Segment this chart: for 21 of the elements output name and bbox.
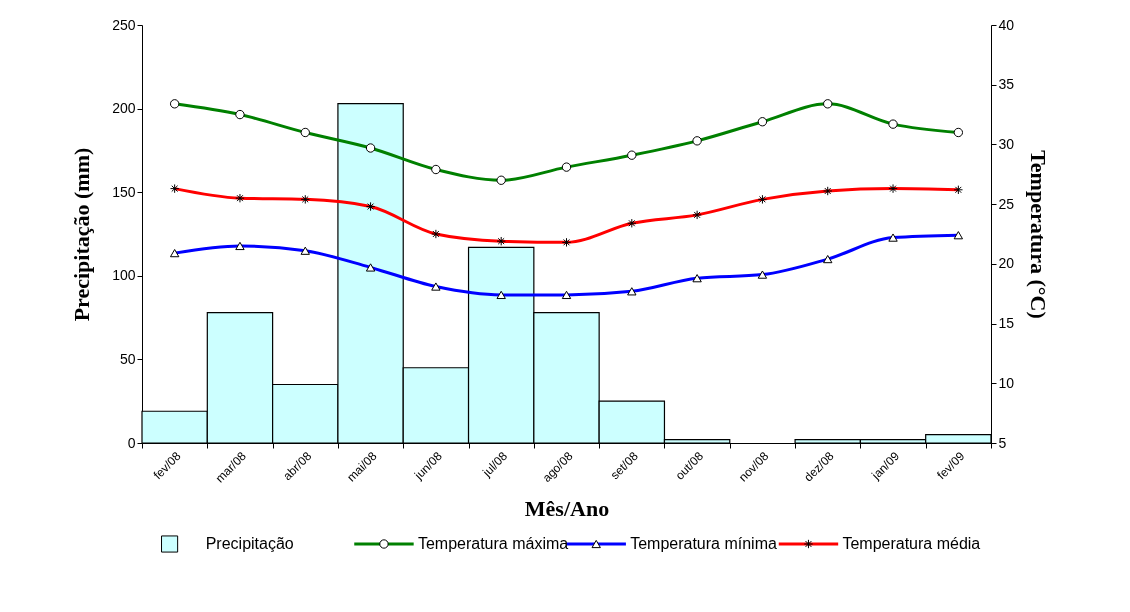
x-axis-title: Mês/Ano (524, 495, 610, 521)
y2-tick-label: 30 (998, 135, 1015, 152)
y2-tick-label: 20 (998, 255, 1015, 272)
y2-tick-label: 10 (998, 374, 1015, 391)
y-tick-label: 250 (112, 16, 136, 33)
y-tick-label: 150 (112, 183, 136, 200)
y2-tick-label: 40 (998, 16, 1015, 33)
y-tick-label: 100 (112, 267, 136, 284)
y-axis-title: Precipitação (mm) (69, 147, 95, 322)
y2-tick-label: 25 (998, 195, 1015, 212)
y2-tick-label: 35 (998, 76, 1015, 93)
legend-label: Temperatura média (842, 535, 981, 552)
y2-axis-title: Temperatura (°C) (1026, 150, 1052, 319)
legend-label: Temperatura máxima (417, 535, 569, 552)
legend-label: Precipitação (205, 535, 294, 552)
y-tick-label: 0 (127, 434, 136, 451)
y2-tick-label: 5 (998, 434, 1007, 451)
legend-label: Temperatura mínima (630, 535, 777, 552)
y-tick-label: 200 (112, 100, 136, 117)
y2-tick-label: 15 (998, 315, 1015, 332)
y-tick-label: 50 (119, 350, 136, 367)
